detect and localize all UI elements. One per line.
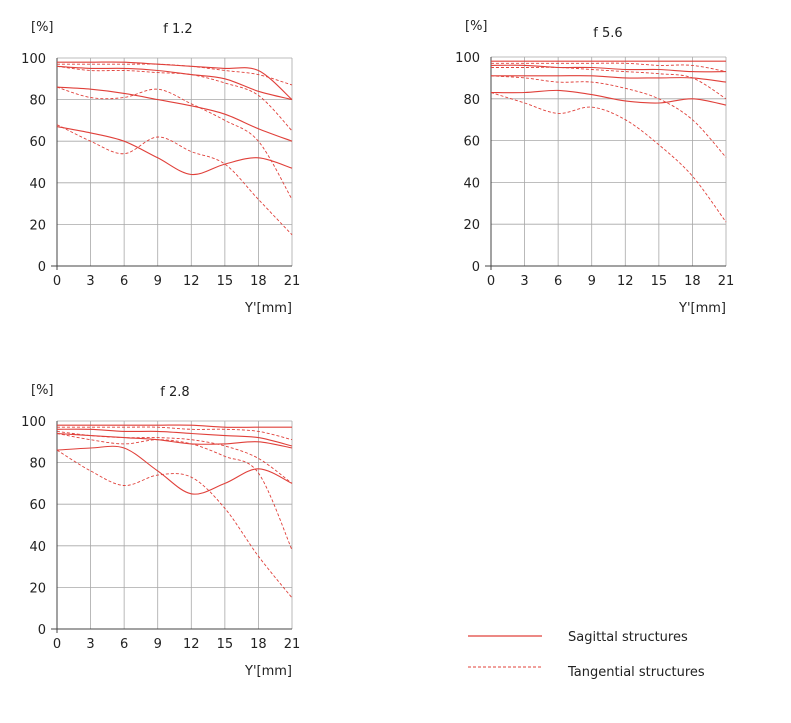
sagittal-curve-5 <box>56 432 293 449</box>
y-tick-label: 100 <box>21 415 46 430</box>
sagittal-curve-1 <box>56 424 292 428</box>
tangential-curve-4 <box>56 430 293 484</box>
legend: Sagittal structures Tangential structure… <box>468 630 705 680</box>
y-tick-label: 20 <box>29 581 46 596</box>
y-tick-label: 80 <box>463 93 480 108</box>
x-tick-label: 12 <box>617 274 634 289</box>
tangential-curve-8 <box>56 124 293 236</box>
x-tick-label: 9 <box>154 274 162 289</box>
tangential-curve-2 <box>491 62 727 73</box>
x-tick-label: 9 <box>588 274 596 289</box>
y-tick-label: 100 <box>455 51 480 66</box>
y-tick-label: 60 <box>29 498 46 513</box>
y-tick-label: 100 <box>21 52 46 67</box>
x-tick-label: 6 <box>554 274 562 289</box>
y-tick-label: 0 <box>38 260 46 275</box>
x-tick-label: 12 <box>183 274 200 289</box>
tangential-curve-4 <box>491 66 727 100</box>
y-tick-label: 60 <box>463 135 480 150</box>
chart-panel-2: 0 3 6 9 12 15 18 21 0 20 40 60 80 100 f 5.6 [%] Y'[mm] <box>455 19 734 316</box>
y-tick-label: 60 <box>29 135 46 150</box>
tangential-curve-8 <box>56 449 293 599</box>
chart-title: f 5.6 <box>593 26 622 41</box>
y-axis-label: [%] <box>465 19 488 34</box>
sagittal-curve-3 <box>490 64 727 73</box>
y-tick-label: 20 <box>463 218 480 233</box>
chart-title: f 2.8 <box>160 385 189 400</box>
sagittal-curve-3 <box>56 65 293 101</box>
chart-panel-1: 0 3 6 9 12 15 18 21 0 20 40 60 80 100 f 1.2 [%] Y'[mm] <box>21 20 300 316</box>
x-tick-label: 21 <box>718 274 735 289</box>
chart-panel-3: 0 3 6 9 12 15 18 21 0 20 40 60 80 100 f 2.8 [%] Y'[mm] <box>21 383 300 679</box>
sagittal-curve-3 <box>56 428 293 447</box>
x-tick-label: 3 <box>86 637 94 652</box>
x-tick-label: 6 <box>120 637 128 652</box>
x-tick-label: 21 <box>284 637 301 652</box>
legend-tangential-label: Tangential structures <box>567 665 705 680</box>
tangential-curve-4 <box>56 65 293 132</box>
sagittal-curve-5 <box>491 75 727 83</box>
sagittal-curve-5 <box>56 86 293 142</box>
x-tick-label: 15 <box>651 274 668 289</box>
x-tick-label: 18 <box>250 637 267 652</box>
legend-sagittal-label: Sagittal structures <box>568 630 688 645</box>
x-tick-label: 15 <box>217 637 234 652</box>
x-tick-label: 15 <box>217 274 234 289</box>
tangential-curve-2 <box>56 63 293 86</box>
y-tick-label: 40 <box>463 176 480 191</box>
y-axis-label: [%] <box>31 383 54 398</box>
y-tick-label: 40 <box>29 540 46 555</box>
x-axis-label: Y'[mm] <box>244 664 292 679</box>
x-tick-label: 0 <box>53 637 61 652</box>
tangential-curve-8 <box>490 92 727 223</box>
sagittal-curve-7 <box>56 445 293 495</box>
x-tick-label: 9 <box>154 637 162 652</box>
sagittal-curve-1 <box>57 61 293 101</box>
sagittal-curve-7 <box>56 126 293 176</box>
x-tick-label: 18 <box>250 274 267 289</box>
sagittal-curve-7 <box>490 89 727 106</box>
y-tick-label: 20 <box>29 218 46 233</box>
tangential-curve-6 <box>490 75 727 158</box>
x-tick-label: 3 <box>86 274 94 289</box>
y-tick-label: 80 <box>29 457 46 472</box>
y-tick-label: 40 <box>29 177 46 192</box>
tangential-curve-2 <box>57 426 293 441</box>
y-tick-label: 0 <box>472 260 480 275</box>
y-axis-label: [%] <box>31 20 54 35</box>
x-tick-label: 12 <box>183 637 200 652</box>
x-tick-label: 18 <box>684 274 701 289</box>
tangential-curve-6 <box>56 433 293 551</box>
x-tick-label: 0 <box>53 274 61 289</box>
x-axis-label: Y'[mm] <box>678 301 726 316</box>
chart-title: f 1.2 <box>163 22 192 37</box>
x-tick-label: 3 <box>520 274 528 289</box>
x-axis-label: Y'[mm] <box>244 301 292 316</box>
x-tick-label: 21 <box>284 274 301 289</box>
y-tick-label: 0 <box>38 623 46 638</box>
x-tick-label: 0 <box>487 274 495 289</box>
x-tick-label: 6 <box>120 274 128 289</box>
tangential-curve-6 <box>56 86 293 200</box>
y-tick-label: 80 <box>29 94 46 109</box>
